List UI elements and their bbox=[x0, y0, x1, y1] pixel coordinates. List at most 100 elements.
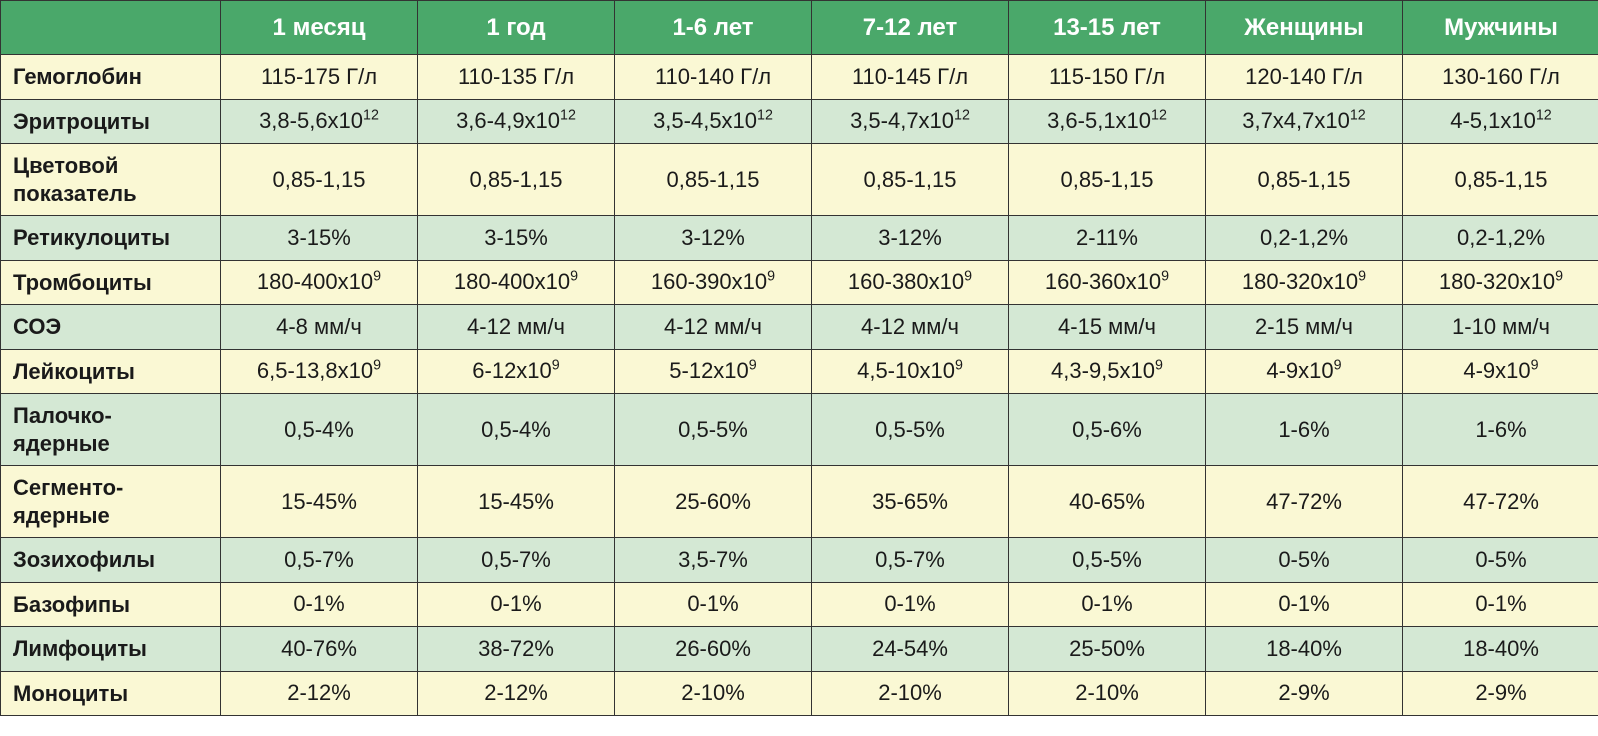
row-label: Лейкоциты bbox=[1, 349, 221, 394]
table-cell: 3-15% bbox=[221, 216, 418, 261]
table-row: Лейкоциты6,5-13,8х1096-12х1095-12х1094,5… bbox=[1, 349, 1598, 394]
table-cell: 0-5% bbox=[1206, 538, 1403, 583]
table-row: Моноциты2-12%2-12%2-10%2-10%2-10%2-9%2-9… bbox=[1, 671, 1598, 716]
col-header-1-6-years: 1-6 лет bbox=[615, 1, 812, 55]
table-row: Ретикулоциты3-15%3-15%3-12%3-12%2-11%0,2… bbox=[1, 216, 1598, 261]
table-cell: 3,6-5,1х1012 bbox=[1009, 99, 1206, 144]
table-cell: 4-9х109 bbox=[1206, 349, 1403, 394]
table-cell: 2-10% bbox=[812, 671, 1009, 716]
table-cell: 0,5-6% bbox=[1009, 394, 1206, 466]
table-row: Сегменто-ядерные15-45%15-45%25-60%35-65%… bbox=[1, 466, 1598, 538]
table-cell: 115-150 Г/л bbox=[1009, 55, 1206, 100]
table-cell: 1-6% bbox=[1206, 394, 1403, 466]
table-cell: 110-140 Г/л bbox=[615, 55, 812, 100]
table-cell: 0,85-1,15 bbox=[1403, 144, 1598, 216]
table-cell: 1-10 мм/ч bbox=[1403, 305, 1598, 350]
table-cell: 0,5-4% bbox=[221, 394, 418, 466]
blood-reference-table: 1 месяц 1 год 1-6 лет 7-12 лет 13-15 лет… bbox=[0, 0, 1598, 716]
table-cell: 180-320х109 bbox=[1206, 260, 1403, 305]
col-header-7-12-years: 7-12 лет bbox=[812, 1, 1009, 55]
table-cell: 38-72% bbox=[418, 627, 615, 672]
table-cell: 160-360х109 bbox=[1009, 260, 1206, 305]
row-label: Цветовой показатель bbox=[1, 144, 221, 216]
table-cell: 6-12х109 bbox=[418, 349, 615, 394]
table-cell: 4-12 мм/ч bbox=[615, 305, 812, 350]
table-cell: 110-145 Г/л bbox=[812, 55, 1009, 100]
table-cell: 2-10% bbox=[1009, 671, 1206, 716]
table-cell: 0-1% bbox=[1206, 582, 1403, 627]
table-cell: 0-1% bbox=[1403, 582, 1598, 627]
table-cell: 2-12% bbox=[221, 671, 418, 716]
table-cell: 110-135 Г/л bbox=[418, 55, 615, 100]
col-header-women: Женщины bbox=[1206, 1, 1403, 55]
table-cell: 0,5-7% bbox=[418, 538, 615, 583]
table-cell: 15-45% bbox=[418, 466, 615, 538]
table-cell: 0,5-7% bbox=[812, 538, 1009, 583]
table-cell: 4-12 мм/ч bbox=[812, 305, 1009, 350]
table-cell: 3,7х4,7х1012 bbox=[1206, 99, 1403, 144]
table-cell: 120-140 Г/л bbox=[1206, 55, 1403, 100]
table-cell: 18-40% bbox=[1403, 627, 1598, 672]
table-cell: 0,85-1,15 bbox=[221, 144, 418, 216]
row-label: Палочко-ядерные bbox=[1, 394, 221, 466]
table-cell: 47-72% bbox=[1206, 466, 1403, 538]
table-cell: 3,6-4,9х1012 bbox=[418, 99, 615, 144]
table-cell: 24-54% bbox=[812, 627, 1009, 672]
row-label: Лимфоциты bbox=[1, 627, 221, 672]
row-label: Сегменто-ядерные bbox=[1, 466, 221, 538]
row-label: Гемоглобин bbox=[1, 55, 221, 100]
row-label: Моноциты bbox=[1, 671, 221, 716]
table-cell: 4-12 мм/ч bbox=[418, 305, 615, 350]
table-cell: 25-50% bbox=[1009, 627, 1206, 672]
table-cell: 3,8-5,6х1012 bbox=[221, 99, 418, 144]
table-cell: 3-15% bbox=[418, 216, 615, 261]
row-label: СОЭ bbox=[1, 305, 221, 350]
table-cell: 180-400х109 bbox=[221, 260, 418, 305]
table-cell: 4-9х109 bbox=[1403, 349, 1598, 394]
table-body: Гемоглобин115-175 Г/л110-135 Г/л110-140 … bbox=[1, 55, 1598, 716]
table-row: Эритроциты3,8-5,6х10123,6-4,9х10123,5-4,… bbox=[1, 99, 1598, 144]
table-cell: 0,85-1,15 bbox=[812, 144, 1009, 216]
table-cell: 15-45% bbox=[221, 466, 418, 538]
table-cell: 0-1% bbox=[418, 582, 615, 627]
table-row: Лимфоциты40-76%38-72%26-60%24-54%25-50%1… bbox=[1, 627, 1598, 672]
col-header-13-15-years: 13-15 лет bbox=[1009, 1, 1206, 55]
table-cell: 4-8 мм/ч bbox=[221, 305, 418, 350]
table-cell: 3,5-4,7х1012 bbox=[812, 99, 1009, 144]
table-cell: 130-160 Г/л bbox=[1403, 55, 1598, 100]
row-label: Ретикулоциты bbox=[1, 216, 221, 261]
table-cell: 115-175 Г/л bbox=[221, 55, 418, 100]
table-cell: 180-400х109 bbox=[418, 260, 615, 305]
table-cell: 0,85-1,15 bbox=[615, 144, 812, 216]
table-row: Базофипы0-1%0-1%0-1%0-1%0-1%0-1%0-1% bbox=[1, 582, 1598, 627]
table-cell: 0,5-5% bbox=[812, 394, 1009, 466]
col-header-1-year: 1 год bbox=[418, 1, 615, 55]
table-cell: 3-12% bbox=[615, 216, 812, 261]
table-cell: 4-15 мм/ч bbox=[1009, 305, 1206, 350]
table-cell: 0,5-5% bbox=[1009, 538, 1206, 583]
table-row: Гемоглобин115-175 Г/л110-135 Г/л110-140 … bbox=[1, 55, 1598, 100]
table-cell: 3-12% bbox=[812, 216, 1009, 261]
table-cell: 40-76% bbox=[221, 627, 418, 672]
table-cell: 180-320х109 bbox=[1403, 260, 1598, 305]
table-cell: 160-390х109 bbox=[615, 260, 812, 305]
table-cell: 0,2-1,2% bbox=[1403, 216, 1598, 261]
table-cell: 0,85-1,15 bbox=[1009, 144, 1206, 216]
table-cell: 4,3-9,5х109 bbox=[1009, 349, 1206, 394]
table-cell: 3,5-7% bbox=[615, 538, 812, 583]
table-cell: 0,2-1,2% bbox=[1206, 216, 1403, 261]
table-cell: 0-1% bbox=[221, 582, 418, 627]
table-row: Цветовой показатель0,85-1,150,85-1,150,8… bbox=[1, 144, 1598, 216]
table-cell: 0-1% bbox=[812, 582, 1009, 627]
row-label: Эритроциты bbox=[1, 99, 221, 144]
row-label: Зозихофилы bbox=[1, 538, 221, 583]
col-header-blank bbox=[1, 1, 221, 55]
col-header-1-month: 1 месяц bbox=[221, 1, 418, 55]
table-cell: 2-10% bbox=[615, 671, 812, 716]
table-cell: 2-9% bbox=[1206, 671, 1403, 716]
table-row: Зозихофилы0,5-7%0,5-7%3,5-7%0,5-7%0,5-5%… bbox=[1, 538, 1598, 583]
col-header-men: Мужчины bbox=[1403, 1, 1598, 55]
table-cell: 0-1% bbox=[1009, 582, 1206, 627]
table-cell: 3,5-4,5х1012 bbox=[615, 99, 812, 144]
table-cell: 0-5% bbox=[1403, 538, 1598, 583]
